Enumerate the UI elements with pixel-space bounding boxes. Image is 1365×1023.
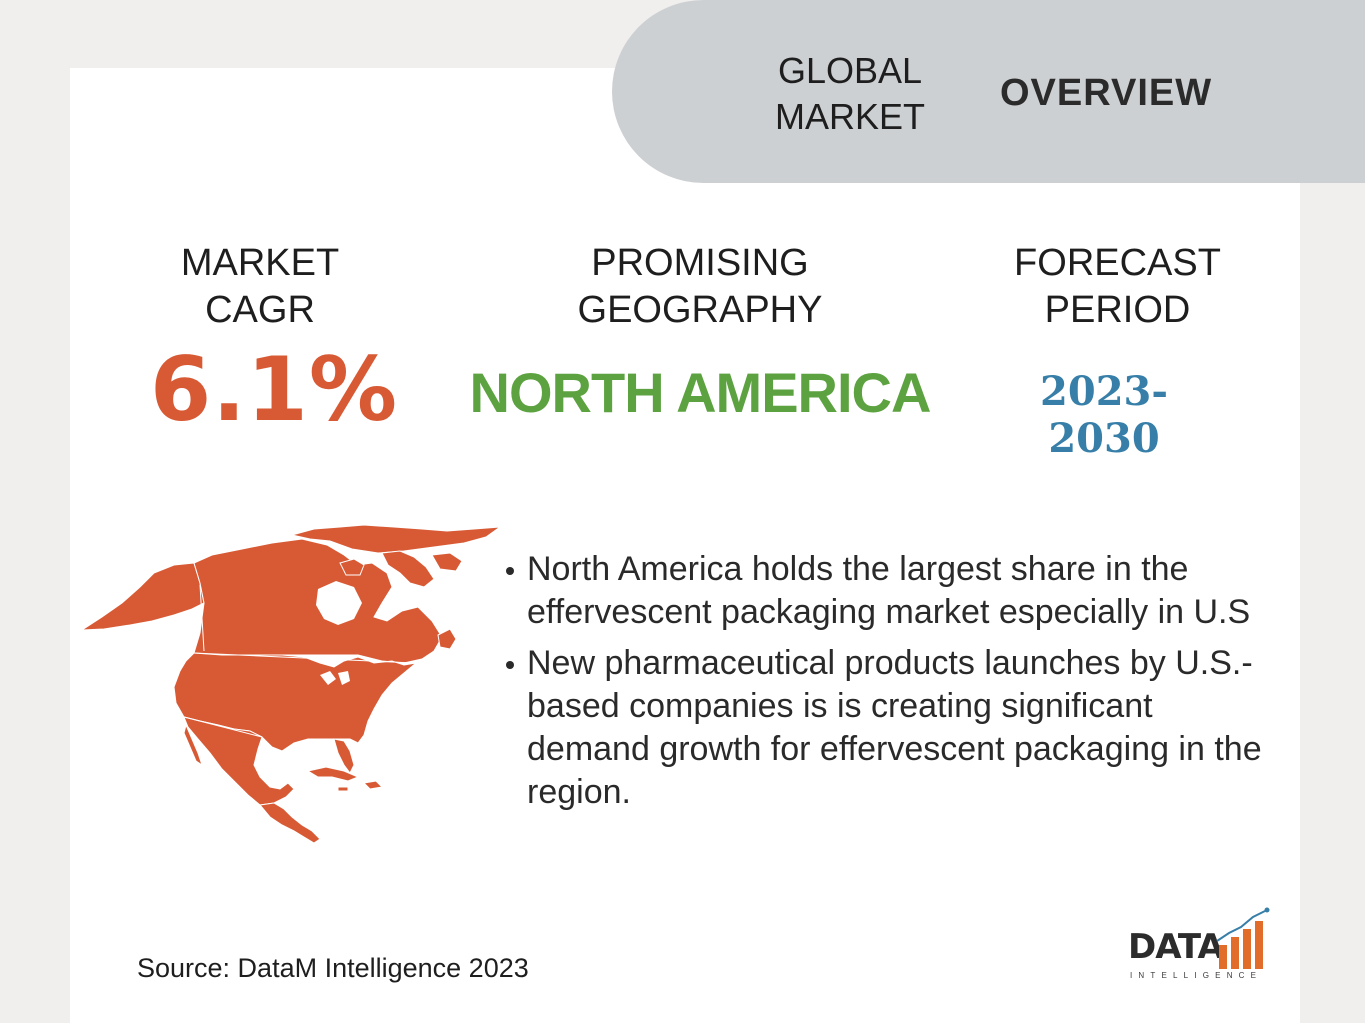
stat-value-cagr: 6.1% [150,338,399,441]
stat-label-geography-line1: PROMISING [591,242,809,284]
logo-subtitle: INTELLIGENCE [1130,971,1263,980]
bullet-item: New pharmaceutical products launches by … [500,642,1280,814]
header-global-market: GLOBAL MARKET [770,48,930,140]
header-overview: OVERVIEW [1000,72,1213,114]
header-banner [612,0,1365,183]
bullet-list: North America holds the largest share in… [500,548,1280,822]
stat-label-period-line1: FORECAST [1014,242,1221,284]
header-global-line1: GLOBAL [777,50,923,91]
stat-label-cagr: MARKET CAGR [160,240,360,334]
stat-label-cagr-line2: CAGR [205,289,315,331]
stat-value-period: 2023-2030 [1040,368,1168,462]
stat-value-geography: NORTH AMERICA [469,361,932,424]
stat-label-period: FORECAST PERIOD [1000,240,1235,334]
stat-label-geography: PROMISING GEOGRAPHY [550,240,850,334]
header-global-line2: MARKET [774,96,925,137]
bullet-item: North America holds the largest share in… [500,548,1280,634]
stat-label-geography-line2: GEOGRAPHY [577,289,823,331]
stat-label-period-line2: PERIOD [1044,289,1191,331]
source-caption: Source: DataM Intelligence 2023 [137,953,529,983]
stat-label-cagr-line1: MARKET [180,242,340,284]
logo-wordmark: DATA [1128,927,1224,967]
north-america-map-icon [82,525,502,844]
datam-logo: DATA INTELLIGENCE [1128,905,1278,985]
bar-chart-logo-icon [1216,907,1270,969]
